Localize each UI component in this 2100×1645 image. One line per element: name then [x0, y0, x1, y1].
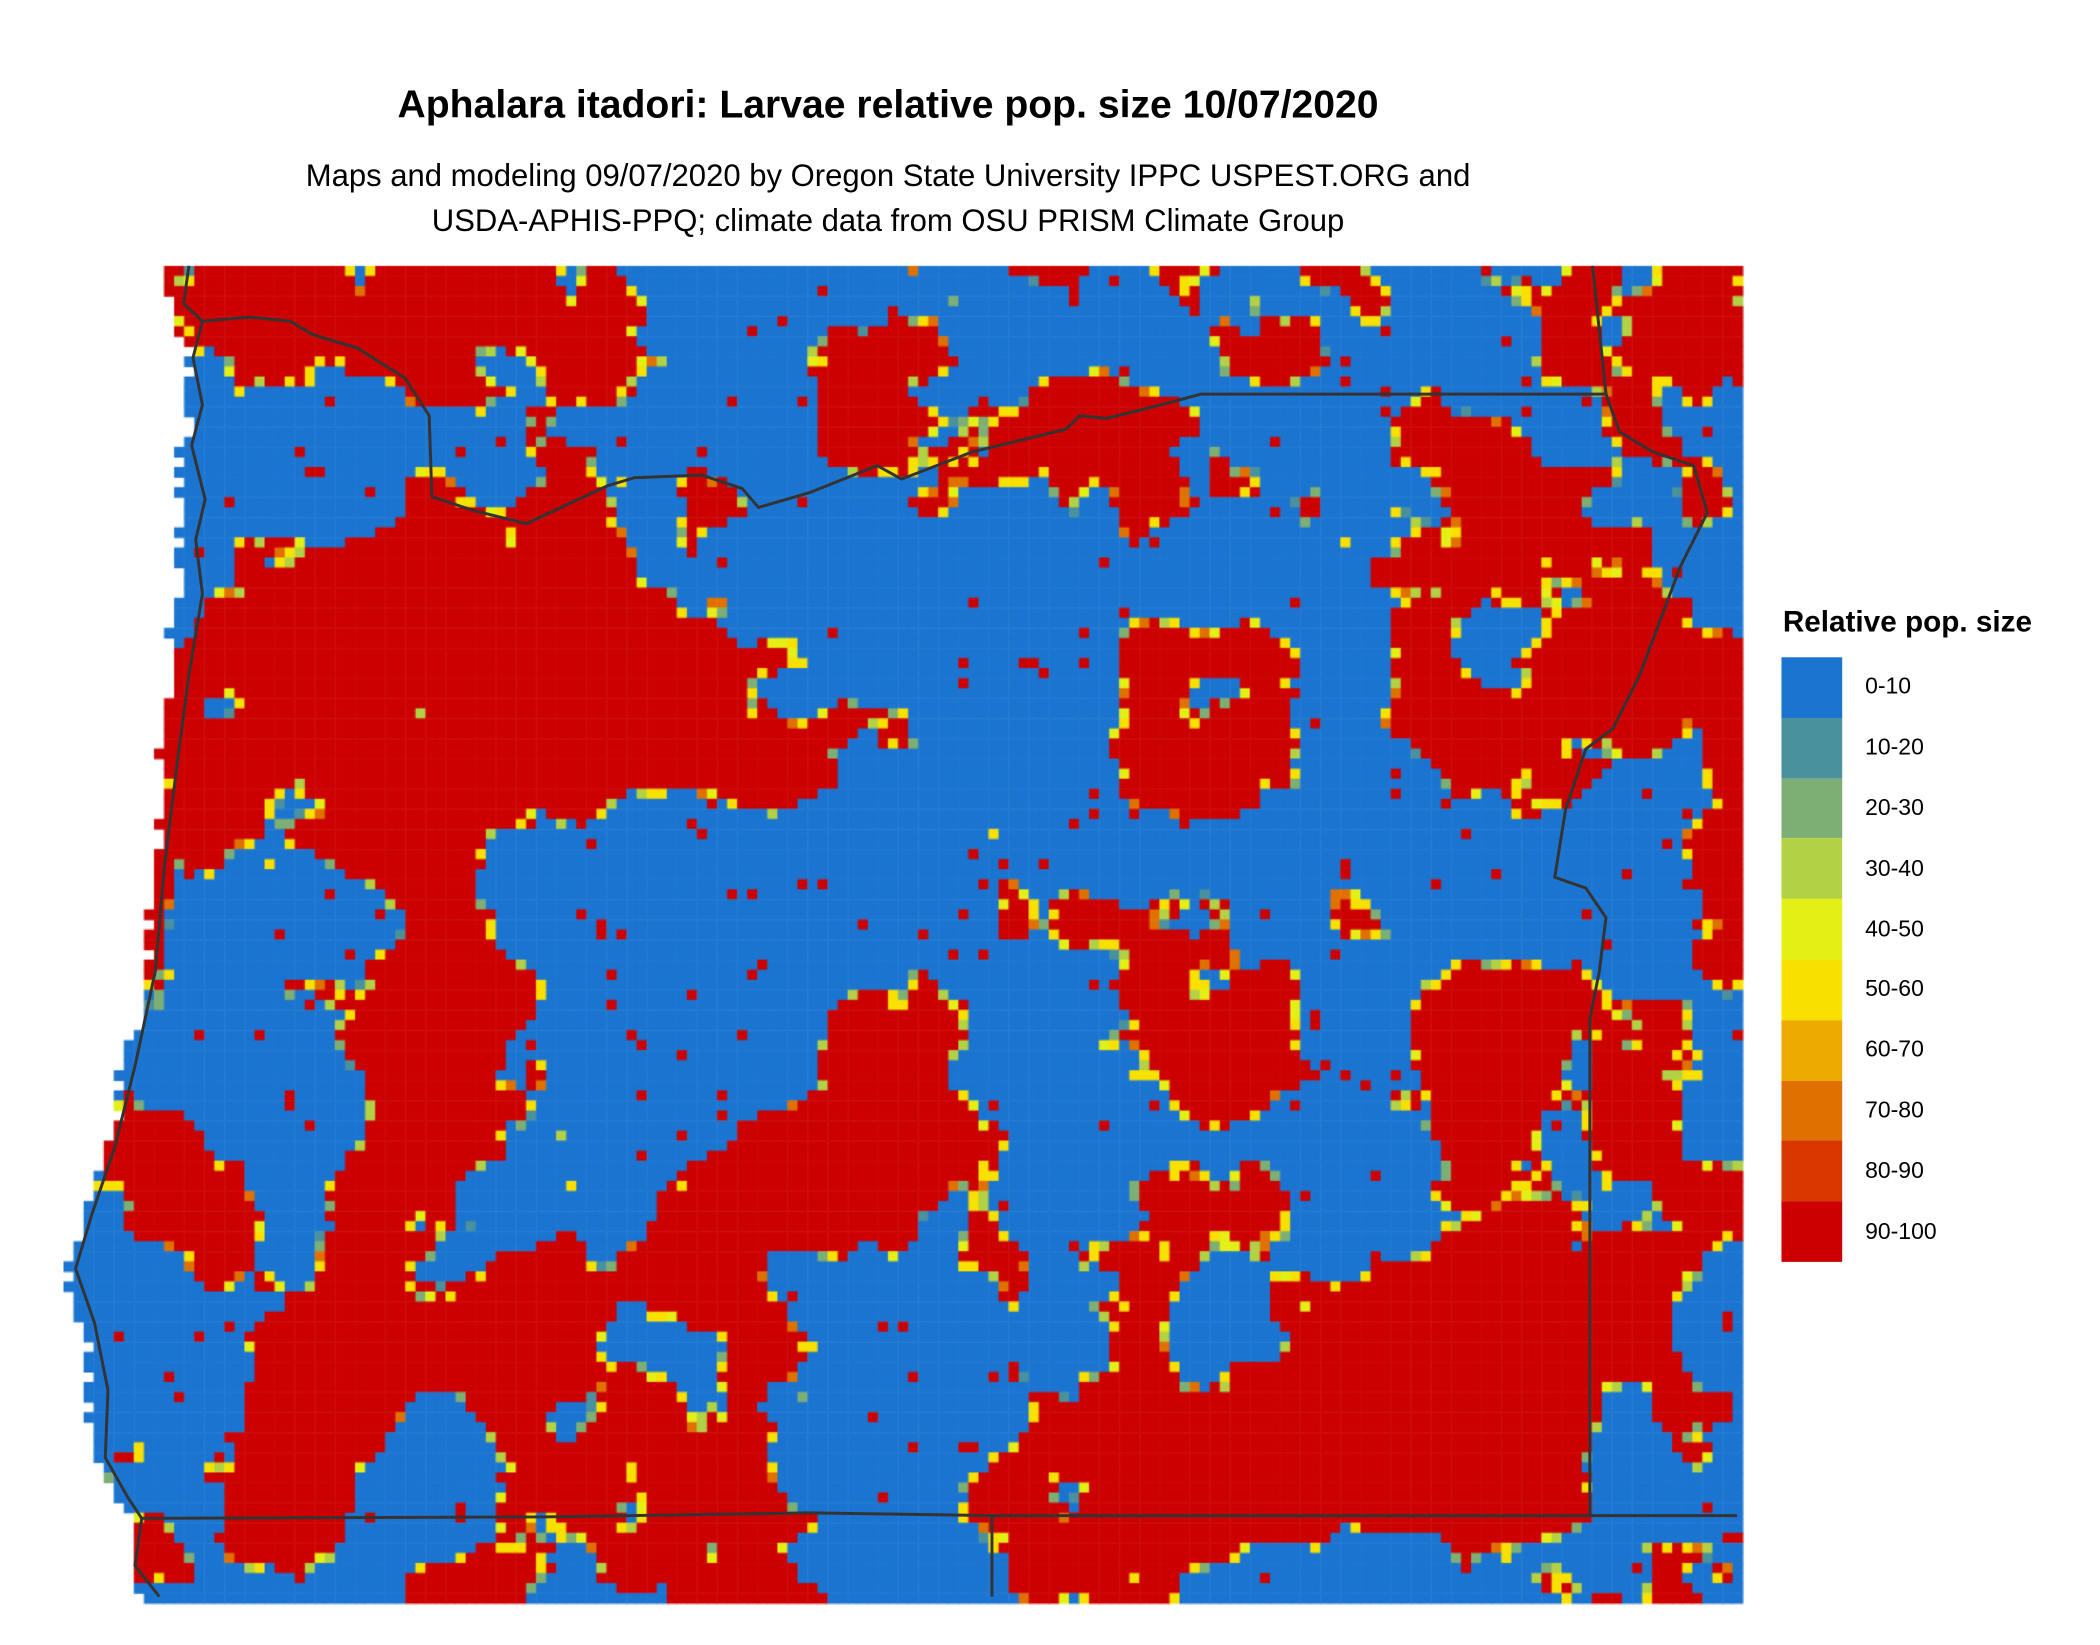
legend-item: 80-90	[1781, 1140, 1936, 1202]
legend-swatch	[1781, 899, 1843, 960]
subtitle-line-2: USDA-APHIS-PPQ; climate data from OSU PR…	[431, 202, 1345, 238]
subtitle-line-1: Maps and modeling 09/07/2020 by Oregon S…	[305, 157, 1471, 193]
legend-item: 90-100	[1781, 1201, 1937, 1262]
legend-item: 0-10	[1781, 657, 1936, 718]
legend-label: 40-50	[1865, 915, 1924, 942]
legend-swatch	[1781, 778, 1843, 839]
legend-item: 60-70	[1781, 1020, 1936, 1081]
legend-label: 0-10	[1865, 673, 1912, 700]
legend-swatch	[1781, 959, 1843, 1021]
legend-item: 40-50	[1781, 899, 1936, 960]
map-title: Aphalara itadori: Larvae relative pop. s…	[397, 83, 1379, 127]
legend-swatch	[1781, 1080, 1843, 1141]
map-subtitle: Maps and modeling 09/07/2020 by Oregon S…	[0, 154, 1776, 243]
legend-item: 50-60	[1781, 959, 1936, 1021]
legend-label: 90-100	[1865, 1218, 1937, 1244]
legend-item: 20-30	[1781, 778, 1936, 839]
columbia-river-border	[202, 315, 1607, 526]
legend-swatch	[1781, 838, 1843, 900]
legend-swatch	[1781, 1140, 1843, 1202]
legend-label: 80-90	[1865, 1157, 1924, 1184]
legend-item: 10-20	[1781, 717, 1936, 779]
legend: 0-10 10-20 20-30 30-40 40-50 50-60 60-70…	[1781, 657, 1937, 1262]
snake-river-border	[1553, 393, 1709, 1516]
legend-swatch	[1781, 1201, 1843, 1262]
legend-item: 70-80	[1781, 1080, 1936, 1141]
legend-label: 70-80	[1865, 1097, 1924, 1123]
legend-label: 30-40	[1865, 855, 1924, 881]
coastline	[74, 265, 207, 1598]
southern-border	[141, 1511, 1737, 1520]
legend-title: Relative pop. size	[1782, 604, 2032, 639]
legend-label: 10-20	[1865, 734, 1924, 761]
legend-label: 60-70	[1865, 1036, 1924, 1063]
legend-label: 20-30	[1865, 794, 1924, 821]
legend-item: 30-40	[1781, 838, 1936, 900]
legend-swatch	[1781, 657, 1843, 718]
wa-id-border	[1591, 265, 1608, 395]
legend-swatch	[1781, 717, 1843, 779]
legend-swatch	[1781, 1020, 1843, 1081]
legend-label: 50-60	[1865, 976, 1924, 1002]
